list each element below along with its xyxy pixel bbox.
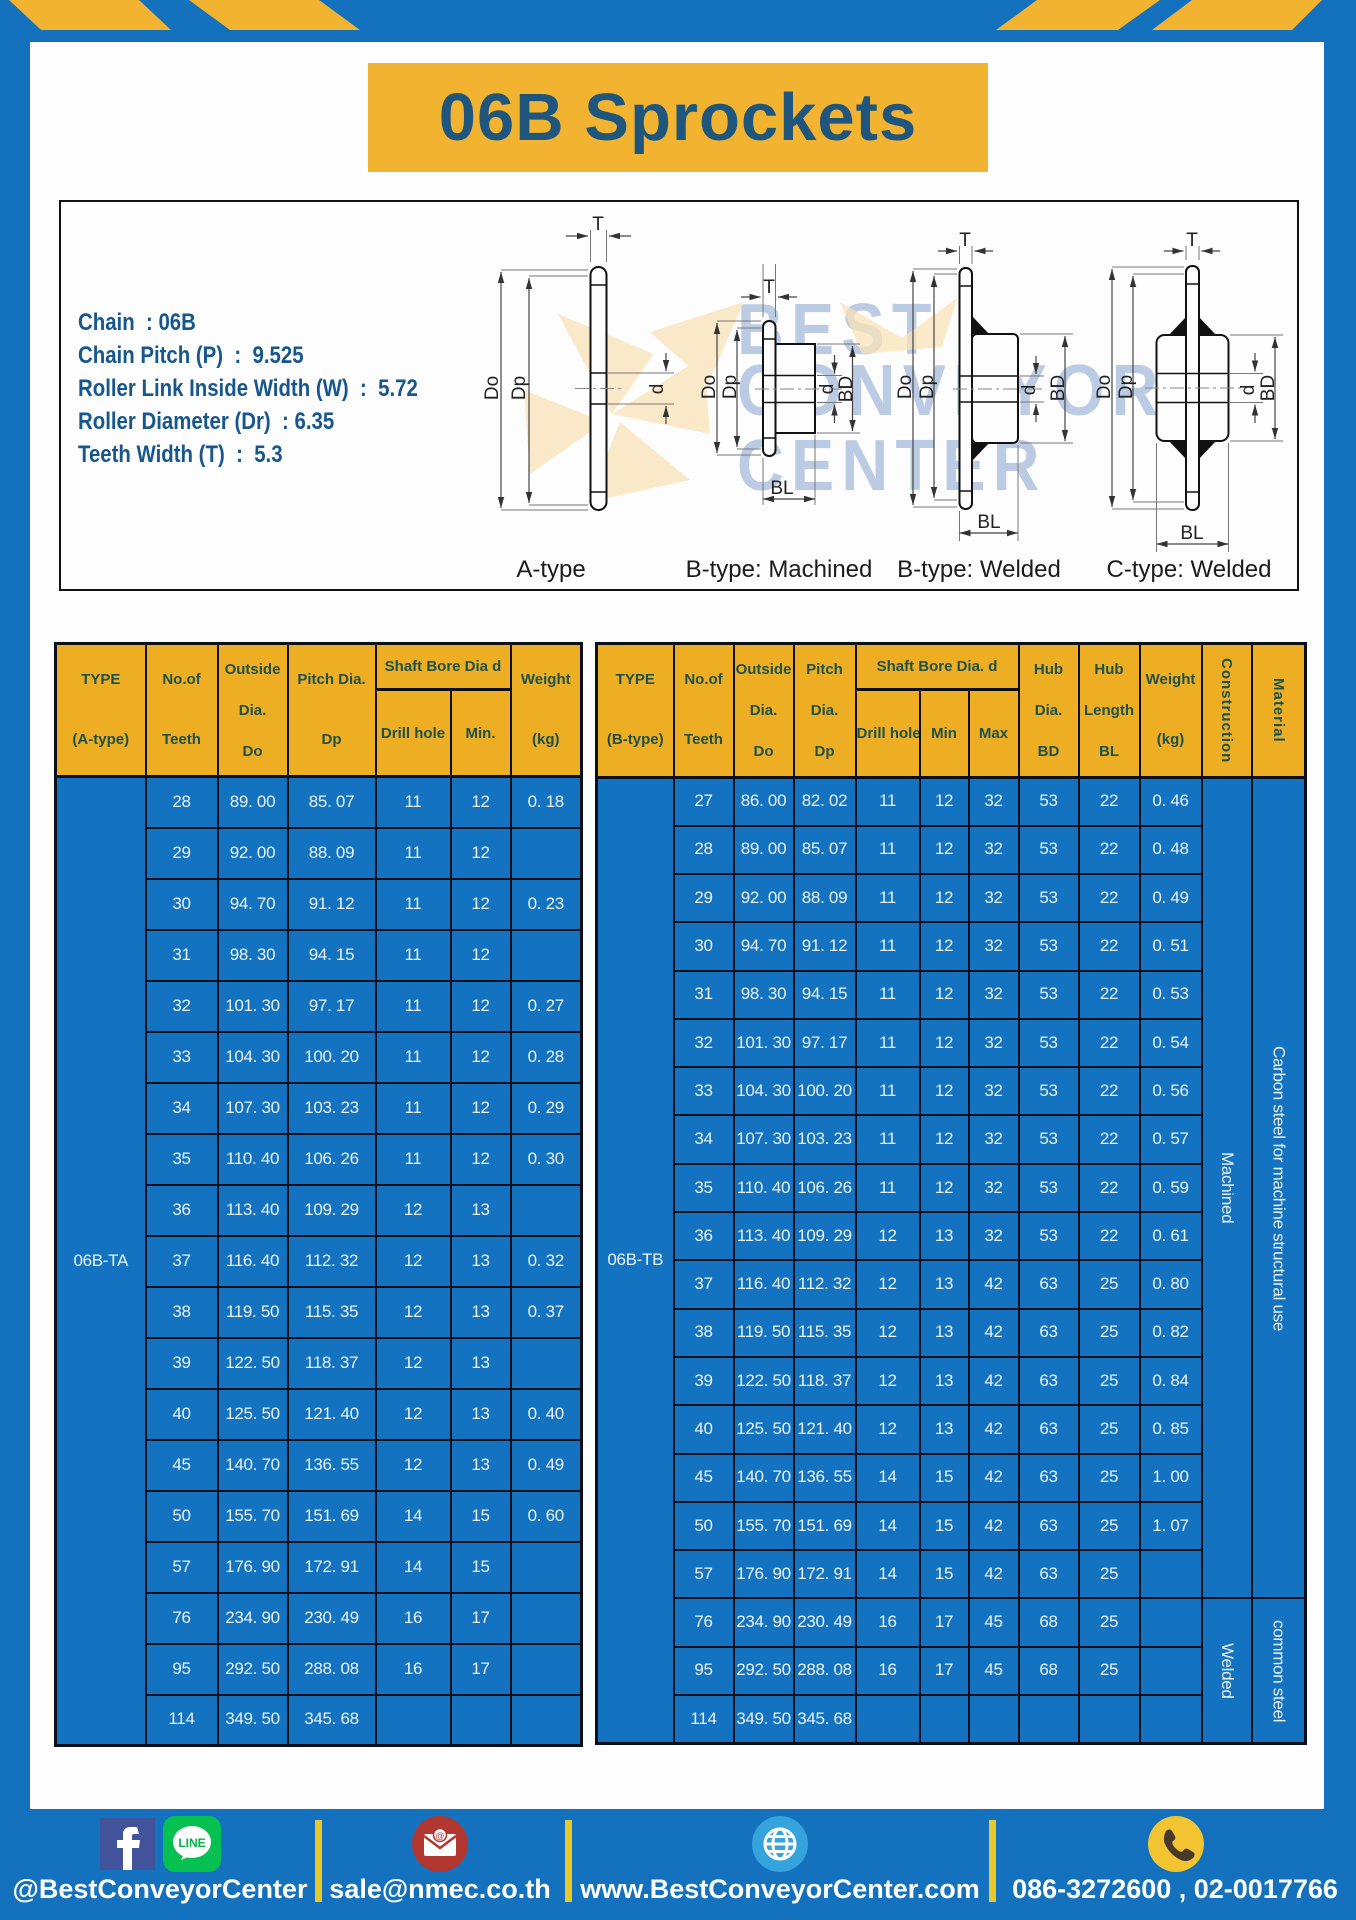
- svg-text:Dp: Dp: [1116, 375, 1137, 399]
- svg-text:BL: BL: [977, 512, 1000, 533]
- svg-text:Dp: Dp: [720, 375, 741, 399]
- svg-text:Do: Do: [1094, 375, 1115, 399]
- svg-text:T: T: [1186, 230, 1198, 251]
- svg-text:BD: BD: [1258, 375, 1279, 401]
- svg-text:Do: Do: [699, 375, 720, 399]
- svg-text:BD: BD: [836, 376, 857, 402]
- svg-text:T: T: [959, 230, 971, 251]
- svg-text:BD: BD: [1048, 375, 1069, 401]
- svg-text:BL: BL: [770, 478, 793, 499]
- svg-text:d: d: [817, 384, 838, 395]
- svg-text:Do: Do: [482, 376, 503, 400]
- svg-text:Dp: Dp: [509, 376, 530, 400]
- svg-text:Do: Do: [895, 375, 916, 399]
- svg-text:LINE: LINE: [178, 1836, 205, 1850]
- svg-text:Dp: Dp: [917, 375, 938, 399]
- svg-text:T: T: [763, 277, 775, 298]
- svg-text:d: d: [1238, 385, 1259, 396]
- svg-text:d: d: [647, 384, 668, 395]
- svg-text:@: @: [435, 1831, 444, 1841]
- svg-text:d: d: [1019, 385, 1040, 396]
- svg-text:BL: BL: [1180, 523, 1203, 544]
- svg-text:T: T: [592, 214, 604, 235]
